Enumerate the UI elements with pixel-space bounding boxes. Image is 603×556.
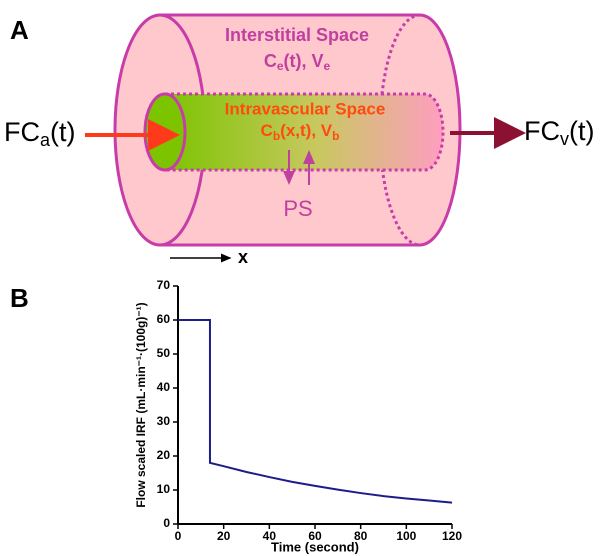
panel-label: B <box>10 283 29 313</box>
interstitial-title: Interstitial Space <box>225 25 369 45</box>
y-tick-label: 20 <box>157 448 171 462</box>
x-tick-label: 100 <box>396 529 416 543</box>
ps-label: PS <box>283 196 312 221</box>
inner-end <box>145 94 185 170</box>
outflow-label: FCv(t) <box>524 116 594 149</box>
y-tick-label: 50 <box>157 346 171 360</box>
x-tick-label: 60 <box>308 529 322 543</box>
panel-label: A <box>10 15 29 45</box>
y-axis-title: Flow scaled IRF (mL·min⁻¹·(100g)⁻¹) <box>134 302 148 507</box>
x-direction-label: x <box>238 247 248 267</box>
y-tick-label: 30 <box>157 414 171 428</box>
x-tick-label: 0 <box>175 529 182 543</box>
y-tick-label: 0 <box>163 516 170 530</box>
intravascular-conc: Cb(x,t), Vb <box>261 121 340 143</box>
y-tick-label: 70 <box>157 278 171 292</box>
y-tick-label: 10 <box>157 482 171 496</box>
x-tick-label: 120 <box>442 529 462 543</box>
intravascular-title: Intravascular Space <box>225 99 386 118</box>
series-line <box>178 320 452 503</box>
inflow-label: FCa(t) <box>4 117 76 150</box>
x-tick-label: 40 <box>263 529 277 543</box>
figure: A Interstitial Space Ce(t), Ve Intravasc… <box>0 0 603 556</box>
y-tick-label: 40 <box>157 380 171 394</box>
interstitial-conc: Ce(t), Ve <box>264 51 331 73</box>
y-tick-label: 60 <box>157 312 171 326</box>
x-tick-label: 80 <box>354 529 368 543</box>
x-tick-label: 20 <box>217 529 231 543</box>
